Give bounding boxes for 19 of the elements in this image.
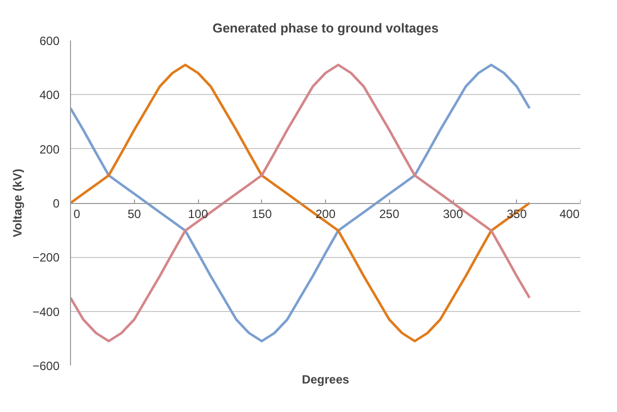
x-tick-label: 300	[442, 207, 464, 221]
x-tick-label: 0	[74, 207, 80, 221]
y-tick-label: 400	[39, 88, 60, 102]
x-axis-title: Degrees	[302, 372, 350, 386]
x-tick-label: 50	[128, 207, 142, 221]
y-tick-label: 0	[52, 196, 60, 210]
y-tick-label: −200	[32, 250, 60, 265]
x-tick-label: 400	[559, 207, 580, 221]
x-tick-label: 250	[379, 207, 400, 221]
x-tick-label: 200	[315, 207, 336, 221]
y-tick-label: 200	[39, 142, 60, 156]
x-tick-label: 150	[252, 207, 272, 221]
line-series	[70, 64, 531, 342]
y-tick-label: −400	[32, 304, 60, 319]
x-tick-label: 100	[188, 207, 208, 221]
y-tick-label: −600	[32, 359, 60, 373]
chart-title: Generated phase to ground voltages	[212, 20, 439, 36]
y-tick-label: 600	[39, 34, 60, 48]
y-axis-title: Voltage (kV)	[10, 168, 24, 238]
